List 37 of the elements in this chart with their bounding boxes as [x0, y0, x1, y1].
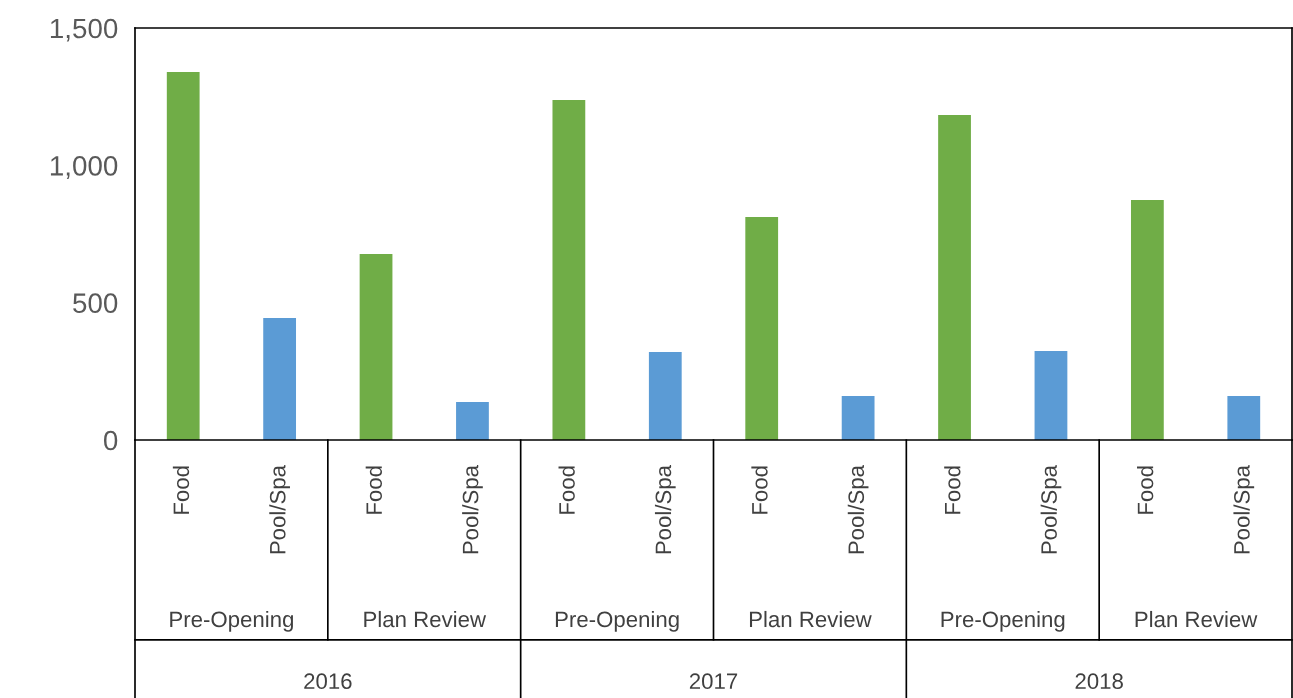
- x-tick-label: Pool/Spa: [462, 465, 483, 554]
- text: Plan Review: [1135, 610, 1258, 628]
- text: 2017: [689, 673, 738, 690]
- text: Plan Review: [749, 610, 872, 628]
- x-tick-label: Pool/Spa: [654, 465, 676, 554]
- text: Pre-Opening: [941, 610, 1065, 632]
- text: Pre-Opening: [555, 610, 679, 632]
- y-tick-label: 0: [103, 430, 118, 451]
- x-tick-label: Food: [558, 466, 575, 514]
- y-tick-label: 1,500: [50, 18, 118, 42]
- bar: [938, 115, 971, 440]
- x-tick-label: Pool/Spa: [269, 465, 290, 554]
- bar: [745, 216, 779, 440]
- bar: [841, 396, 875, 440]
- x-tick-label: Food: [751, 466, 768, 514]
- x-tick-label: Food: [1137, 466, 1154, 514]
- x-tick-label: Pool/Spa: [847, 465, 869, 554]
- text: 2018: [1075, 673, 1123, 690]
- text: Pre-Opening: [170, 610, 293, 632]
- bar: [1034, 351, 1068, 440]
- x-tick-label: Food: [944, 466, 961, 514]
- x-tick-label: Pool/Spa: [1040, 465, 1062, 554]
- bar: [263, 318, 297, 440]
- bar: [1227, 396, 1261, 440]
- x-tick-label: Food: [365, 466, 383, 514]
- text: Plan Review: [364, 610, 487, 628]
- bar: [456, 402, 489, 440]
- y-tick-label: 500: [73, 293, 118, 314]
- bar: [359, 254, 393, 440]
- x-tick-label: Food: [172, 466, 190, 514]
- bar: [166, 71, 200, 440]
- bar: [648, 352, 682, 440]
- text: 2016: [304, 673, 352, 690]
- x-tick-label: Pool/Spa: [1233, 465, 1255, 554]
- bar: [1130, 199, 1164, 440]
- y-tick-label: 1,000: [50, 156, 118, 179]
- bar: [552, 99, 586, 440]
